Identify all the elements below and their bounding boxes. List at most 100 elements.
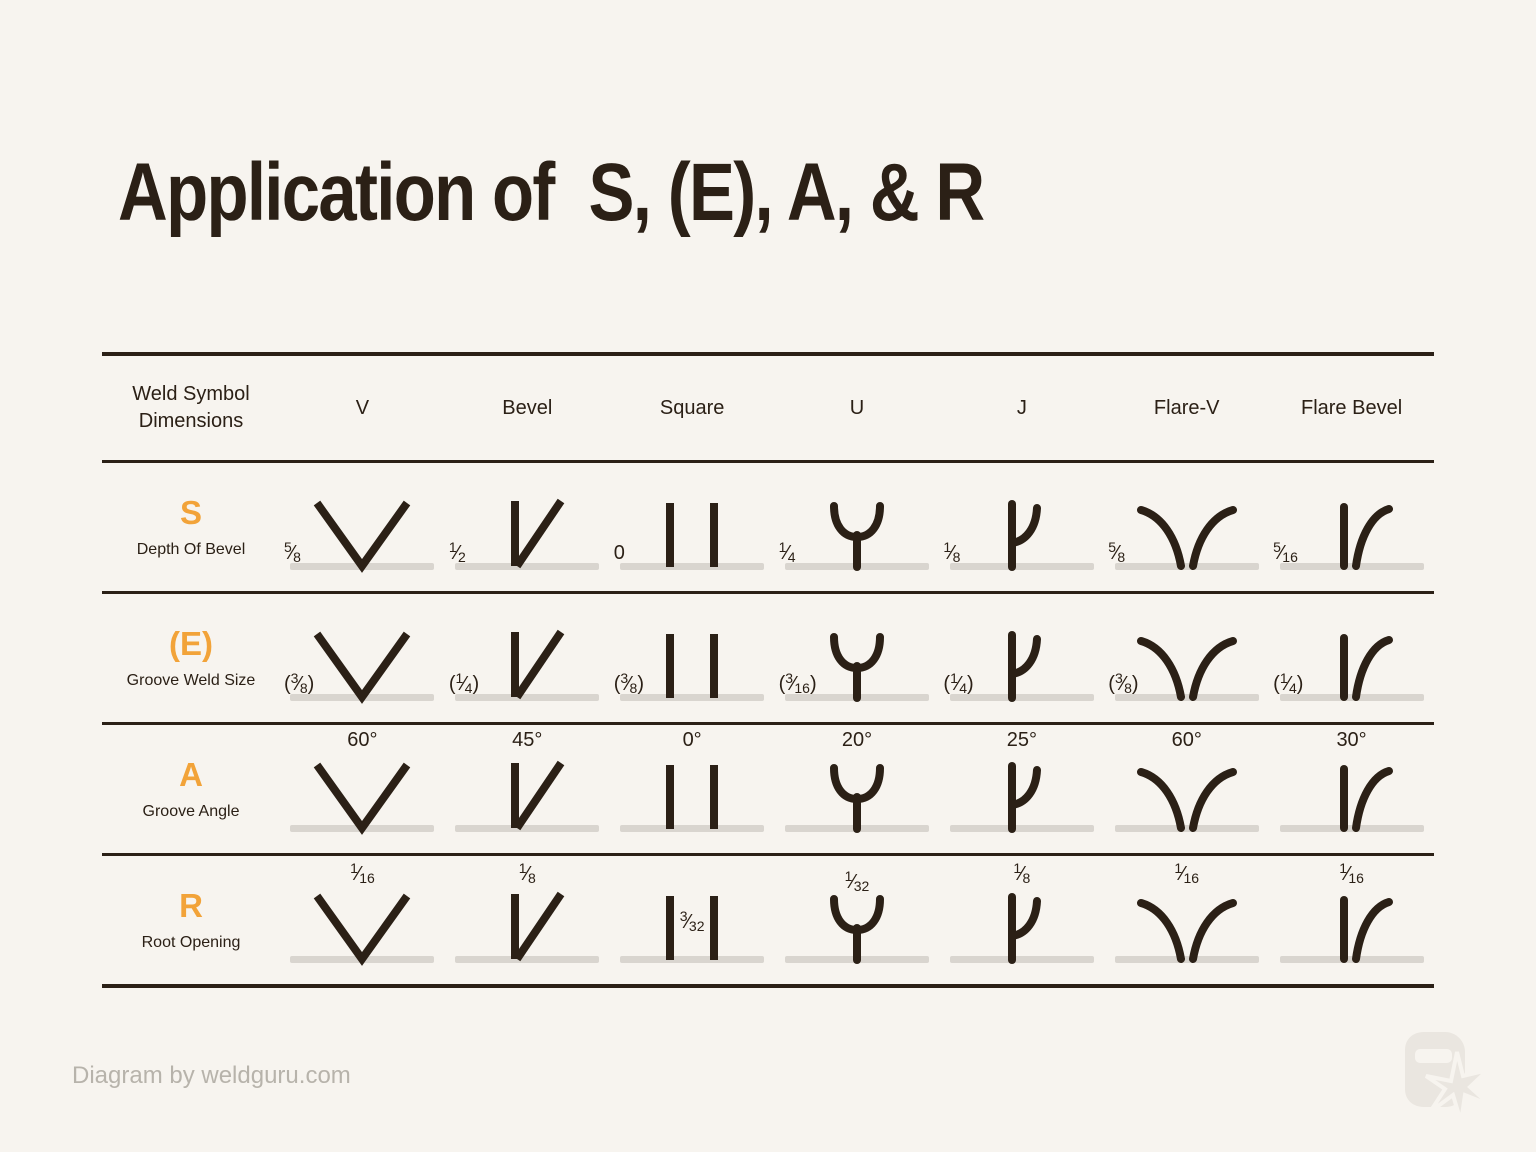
dimension-value: (1⁄4) bbox=[943, 670, 974, 696]
dimension-value: 1⁄4 bbox=[778, 539, 796, 565]
flare-v-groove-symbol bbox=[1114, 506, 1259, 570]
row-description: Depth Of Bevel bbox=[136, 540, 246, 558]
square-groove-symbol bbox=[620, 765, 765, 832]
cell-r-u: 1⁄32 bbox=[775, 856, 940, 984]
v-groove-symbol bbox=[290, 500, 435, 573]
table-row-s: S Depth Of Bevel 5⁄8 1⁄2 0 1⁄4 1⁄8 5⁄8 5⁄16 bbox=[102, 463, 1434, 591]
dimension-value: 45° bbox=[512, 729, 543, 751]
bevel-groove-symbol bbox=[455, 498, 600, 570]
row-label-s: S Depth Of Bevel bbox=[102, 463, 280, 591]
j-groove-symbol bbox=[949, 500, 1094, 571]
cell-r-v: 1⁄16 bbox=[280, 856, 445, 984]
j-groove-symbol bbox=[949, 762, 1094, 833]
flare-bevel-groove-symbol bbox=[1279, 503, 1424, 570]
square-groove-symbol bbox=[620, 503, 765, 570]
row-description: Root Opening bbox=[141, 933, 241, 951]
dimension-value: 3⁄32 bbox=[679, 908, 705, 934]
cell-e-u: (3⁄16) bbox=[775, 594, 940, 722]
header-col-u: U bbox=[849, 396, 865, 419]
dimension-value: 1⁄2 bbox=[448, 539, 466, 565]
cell-a-bevel: 45° bbox=[445, 725, 610, 853]
cell-a-v: 60° bbox=[280, 725, 445, 853]
row-description: Groove Weld Size bbox=[126, 671, 256, 689]
bevel-groove-symbol bbox=[455, 760, 600, 832]
square-groove-symbol bbox=[620, 634, 765, 701]
row-letter: (E) bbox=[169, 624, 213, 662]
dimension-value: 1⁄8 bbox=[518, 860, 536, 886]
dimension-value: (3⁄8) bbox=[1108, 670, 1139, 696]
cell-r-flare-v: 1⁄16 bbox=[1104, 856, 1269, 984]
dimension-value: 1⁄32 bbox=[844, 868, 870, 894]
dimension-value: (3⁄16) bbox=[778, 670, 817, 696]
header-col-bevel: Bevel bbox=[502, 396, 553, 419]
row-label-a: A Groove Angle bbox=[102, 725, 280, 853]
cell-e-j: (1⁄4) bbox=[939, 594, 1104, 722]
dimension-value: 0° bbox=[682, 729, 702, 751]
bevel-groove-symbol bbox=[455, 891, 600, 963]
cell-s-v: 5⁄8 bbox=[280, 463, 445, 591]
cell-s-flare-bevel: 5⁄16 bbox=[1269, 463, 1434, 591]
cell-s-flare-v: 5⁄8 bbox=[1104, 463, 1269, 591]
page-title: Application of S, (E), A, & R bbox=[118, 147, 985, 238]
flare-v-groove-symbol bbox=[1114, 637, 1259, 701]
cell-a-u: 20° bbox=[775, 725, 940, 853]
cell-e-bevel: (1⁄4) bbox=[445, 594, 610, 722]
cell-a-square: 0° bbox=[610, 725, 775, 853]
dimension-value: 1⁄8 bbox=[943, 539, 961, 565]
dimension-value: (1⁄4) bbox=[1273, 670, 1304, 696]
cell-r-square: 3⁄32 bbox=[610, 856, 775, 984]
u-groove-symbol bbox=[784, 633, 929, 702]
flare-bevel-groove-symbol bbox=[1279, 634, 1424, 701]
cell-s-bevel: 1⁄2 bbox=[445, 463, 610, 591]
cell-s-square: 0 bbox=[610, 463, 775, 591]
credit-text: Diagram by weldguru.com bbox=[72, 1062, 351, 1089]
spark-icon bbox=[1424, 1051, 1495, 1123]
header-col-flare-bevel: Flare Bevel bbox=[1300, 396, 1403, 419]
u-groove-symbol bbox=[784, 764, 929, 833]
bevel-groove-symbol bbox=[455, 629, 600, 701]
cell-r-bevel: 1⁄8 bbox=[445, 856, 610, 984]
flare-v-groove-symbol bbox=[1114, 768, 1259, 832]
cell-s-u: 1⁄4 bbox=[775, 463, 940, 591]
dimension-value: 1⁄8 bbox=[1013, 860, 1031, 886]
row-label-r: R Root Opening bbox=[102, 856, 280, 984]
table-row-r: R Root Opening 1⁄16 1⁄8 3⁄32 1⁄32 1⁄8 1⁄16 1⁄16 bbox=[102, 853, 1434, 984]
row-description: Groove Angle bbox=[142, 802, 240, 820]
dimension-value: 60° bbox=[1171, 729, 1202, 751]
cell-e-square: (3⁄8) bbox=[610, 594, 775, 722]
header-col-v: V bbox=[355, 396, 370, 419]
dimension-value: 5⁄8 bbox=[284, 539, 301, 565]
dimension-value: (1⁄4) bbox=[448, 670, 480, 696]
header-col-j: J bbox=[1016, 396, 1027, 419]
header-col-square: Square bbox=[659, 396, 725, 419]
u-groove-symbol bbox=[784, 895, 929, 964]
header-dimensions: Weld Symbol Dimensions bbox=[132, 383, 250, 432]
cell-r-j: 1⁄8 bbox=[939, 856, 1104, 984]
row-label-e: (E) Groove Weld Size bbox=[102, 594, 280, 722]
header-col-flare-v: Flare-V bbox=[1153, 396, 1220, 419]
dimension-value: 5⁄16 bbox=[1273, 539, 1298, 565]
flare-bevel-groove-symbol bbox=[1279, 896, 1424, 963]
u-groove-symbol bbox=[784, 502, 929, 571]
cell-e-v: (3⁄8) bbox=[280, 594, 445, 722]
table-header-row: Weld Symbol Dimensions V Bevel Square U J Fla… bbox=[102, 356, 1434, 463]
cell-e-flare-v: (3⁄8) bbox=[1104, 594, 1269, 722]
table-body: S Depth Of Bevel 5⁄8 1⁄2 0 1⁄4 1⁄8 5⁄8 5⁄16 (E) Gr… bbox=[102, 463, 1434, 984]
row-letter: R bbox=[179, 886, 203, 924]
row-letter: S bbox=[179, 493, 202, 531]
cell-a-flare-v: 60° bbox=[1104, 725, 1269, 853]
row-letter: A bbox=[179, 755, 203, 793]
v-groove-symbol bbox=[290, 893, 435, 966]
cell-s-j: 1⁄8 bbox=[939, 463, 1104, 591]
dimension-value: (3⁄8) bbox=[284, 670, 315, 696]
weld-symbol-table: Weld Symbol Dimensions V Bevel Square U J Fla… bbox=[102, 352, 1434, 988]
v-groove-symbol bbox=[290, 631, 435, 704]
dimension-value: 25° bbox=[1006, 729, 1037, 751]
dimension-value: 1⁄16 bbox=[1339, 860, 1364, 886]
table-row-e: (E) Groove Weld Size (3⁄8) (1⁄4) (3⁄8) (3⁄16)… bbox=[102, 591, 1434, 722]
dimension-value: 1⁄16 bbox=[350, 860, 375, 886]
j-groove-symbol bbox=[949, 631, 1094, 702]
flare-bevel-groove-symbol bbox=[1279, 765, 1424, 832]
cell-r-flare-bevel: 1⁄16 bbox=[1269, 856, 1434, 984]
